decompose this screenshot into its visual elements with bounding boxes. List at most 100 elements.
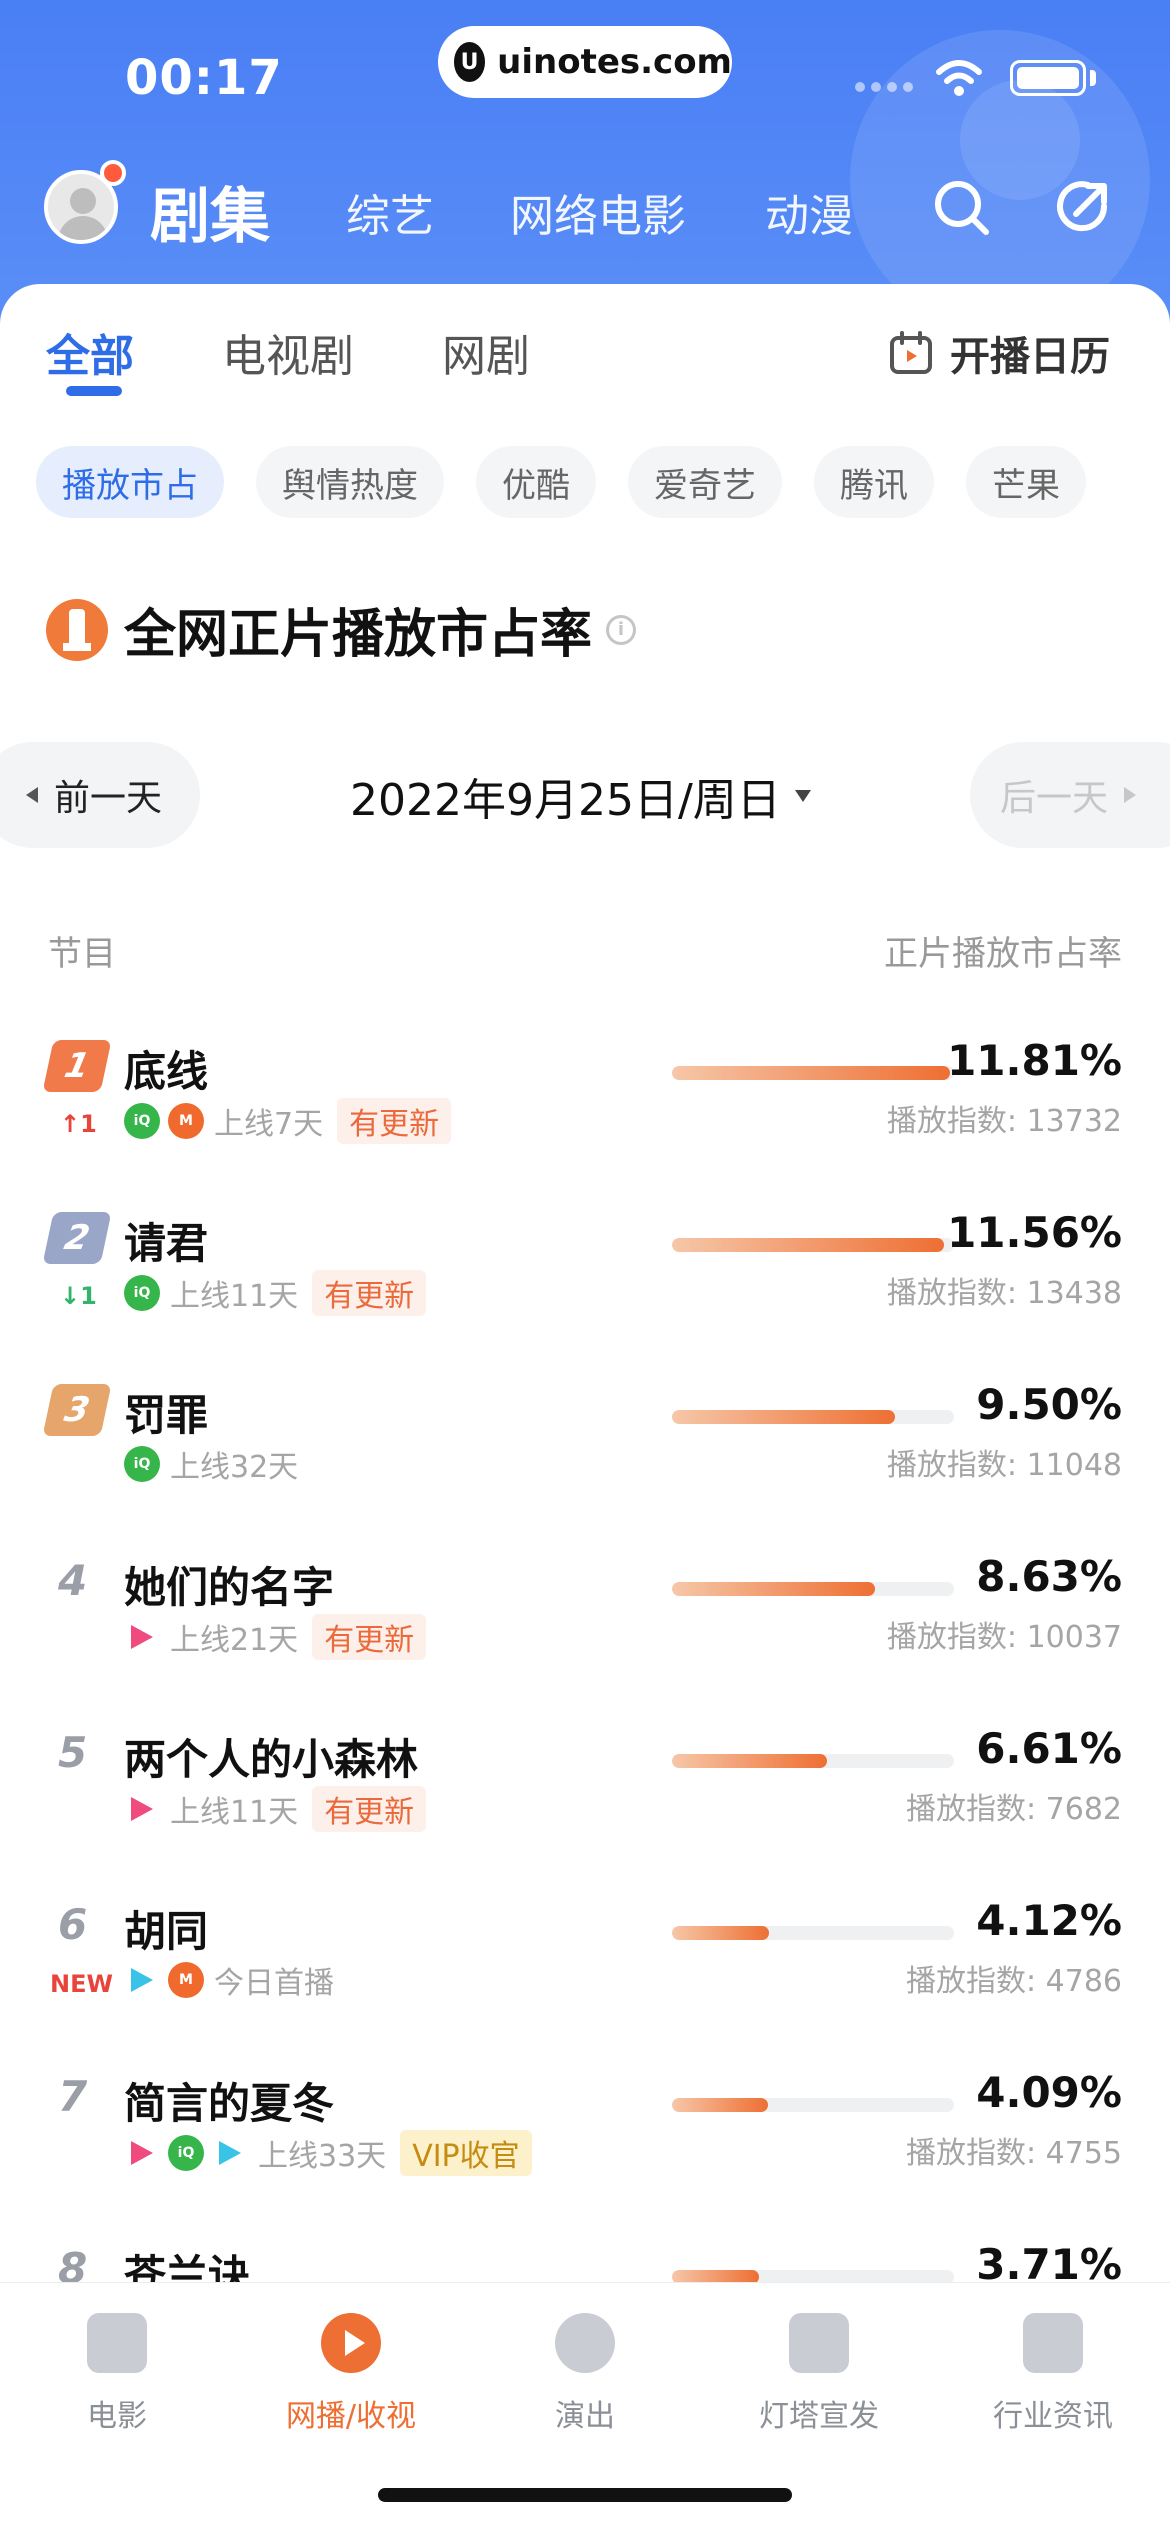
program-meta: iQ 上线33天 VIP收官 [124,2130,532,2176]
top-nav: 剧集 综艺 网络电影 动漫 [0,160,1170,260]
youku-icon [124,2135,160,2171]
share-value: 11.81% [947,1036,1122,1085]
online-days: 上线33天 [258,2139,387,2174]
section-title: 全网正片播放市占率 [124,605,593,665]
chip-tencent[interactable]: 腾讯 [814,446,934,518]
subtab-tv[interactable]: 电视剧 [222,331,354,382]
chip-market-share[interactable]: 播放市占 [36,446,224,518]
status-badge: 有更新 [312,1270,427,1316]
home-indicator [378,2488,792,2502]
tab-news[interactable]: 行业资讯 [936,2313,1170,2435]
play-index: 播放指数: 13438 [886,1276,1122,1311]
list-item[interactable]: 2 ↓1 请君 iQ 上线11天 有更新 11.56% 播放指数: 13438 [0,1208,1170,1384]
tab-news-label: 行业资讯 [993,2399,1113,2434]
program-meta: M 今日首播 [124,1958,334,2002]
status-badge: 有更新 [337,1098,452,1144]
chip-iqiyi[interactable]: 爱奇艺 [628,446,782,518]
chip-youku[interactable]: 优酷 [476,446,596,518]
notification-dot [100,160,126,186]
share-value: 4.09% [976,2068,1122,2117]
rank-number: 6 [58,1900,88,1949]
content-sheet [0,284,1170,2284]
play-index: 播放指数: 4755 [906,2136,1122,2171]
caret-right-icon [1124,787,1137,803]
iqiyi-icon: iQ [124,1103,160,1139]
tab-streaming[interactable]: 网播/收视 [234,2313,468,2435]
info-icon[interactable]: i [606,614,637,645]
share-icon[interactable] [1054,176,1116,238]
play-index: 播放指数: 10037 [886,1620,1122,1655]
program-title: 请君 [124,1219,209,1268]
prev-day-button[interactable]: 前一天 [0,742,200,848]
share-bar-track [672,1582,954,1596]
share-bar-track [672,1754,954,1768]
program-meta: 上线21天 有更新 [124,1614,427,1660]
uinotes-logo-icon: U [454,42,486,82]
chip-sentiment[interactable]: 舆情热度 [256,446,444,518]
online-days: 上线32天 [170,1450,299,1485]
news-icon [1023,2313,1083,2373]
share-bar-fill [672,1926,769,1940]
subtab-web[interactable]: 网剧 [442,331,530,382]
list-item[interactable]: 1 ↑1 底线 iQ M 上线7天 有更新 11.81% 播放指数: 13732 [0,1036,1170,1212]
tab-streaming-label: 网播/收视 [285,2399,417,2434]
status-badge: 有更新 [312,1614,427,1660]
list-item[interactable]: 5 两个人的小森林 上线11天 有更新 6.61% 播放指数: 7682 [0,1724,1170,1900]
online-days: 上线7天 [214,1107,324,1142]
next-day-label: 后一天 [1000,778,1109,819]
program-meta: iQ 上线32天 [124,1442,298,1486]
youku-icon [124,1791,160,1827]
chip-mango[interactable]: 芒果 [966,446,1086,518]
online-days: 今日首播 [214,1966,334,2001]
rank-badge: 3 [42,1384,112,1436]
date-text: 2022年9月25日/周日 [350,775,781,826]
date-selector[interactable]: 2022年9月25日/周日 [350,764,811,828]
battery-icon [1010,60,1086,96]
share-bar-fill [672,1238,944,1252]
share-bar-fill [672,1066,950,1080]
program-meta: iQ M 上线7天 有更新 [124,1098,452,1144]
rank-number: 5 [58,1728,88,1777]
nav-tab-drama[interactable]: 剧集 [150,182,270,252]
rank-change: ↑1 [60,1110,97,1138]
tab-promotion-label: 灯塔宣发 [759,2399,879,2434]
nav-tab-variety[interactable]: 综艺 [346,191,434,242]
program-title: 罚罪 [124,1391,209,1440]
tab-movie[interactable]: 电影 [0,2313,234,2435]
program-meta: iQ 上线11天 有更新 [124,1270,427,1316]
play-icon [321,2313,381,2373]
calendar-label: 开播日历 [950,334,1110,380]
rank-number: 4 [58,1556,88,1605]
calendar-button[interactable]: 开播日历 [888,324,1110,382]
tab-promotion[interactable]: 灯塔宣发 [702,2313,936,2435]
nav-tab-anime[interactable]: 动漫 [765,191,853,242]
list-item[interactable]: 4 她们的名字 上线21天 有更新 8.63% 播放指数: 10037 [0,1552,1170,1728]
list-item[interactable]: 6 NEW 胡同 M 今日首播 4.12% 播放指数: 4786 [0,1896,1170,2072]
url-pill: U uinotes.com [438,26,732,98]
list-item[interactable]: 3 罚罪 iQ 上线32天 9.50% 播放指数: 11048 [0,1380,1170,1556]
next-day-button[interactable]: 后一天 [970,742,1170,848]
program-title: 底线 [124,1047,209,1096]
play-index: 播放指数: 7682 [906,1792,1122,1827]
nav-tab-web-movie[interactable]: 网络电影 [510,191,686,242]
list-item[interactable]: 7 简言的夏冬 iQ 上线33天 VIP收官 4.09% 播放指数: 4755 [0,2068,1170,2244]
share-bar-track [672,2270,954,2284]
status-bar: 00:17 U uinotes.com [0,0,1170,150]
subtab-all[interactable]: 全部 [46,331,134,382]
play-index: 播放指数: 4786 [906,1964,1122,1999]
filter-chips: 播放市占 舆情热度 优酷 爱奇艺 腾讯 芒果 [36,446,1086,518]
caret-down-icon [794,790,811,802]
program-meta: 上线11天 有更新 [124,1786,427,1832]
caret-left-icon [26,787,38,803]
search-icon[interactable] [930,176,992,238]
youku-icon [124,1619,160,1655]
column-header-share: 正片播放市占率 [884,934,1122,974]
tab-show-label: 演出 [555,2399,615,2434]
share-bar-fill [672,2270,760,2284]
share-bar-track [672,2098,954,2112]
tab-show[interactable]: 演出 [468,2313,702,2435]
share-bar-track [672,1410,954,1424]
program-title: 胡同 [124,1907,209,1956]
rank-change: ↓1 [60,1282,97,1310]
decor-circle [960,80,1080,200]
